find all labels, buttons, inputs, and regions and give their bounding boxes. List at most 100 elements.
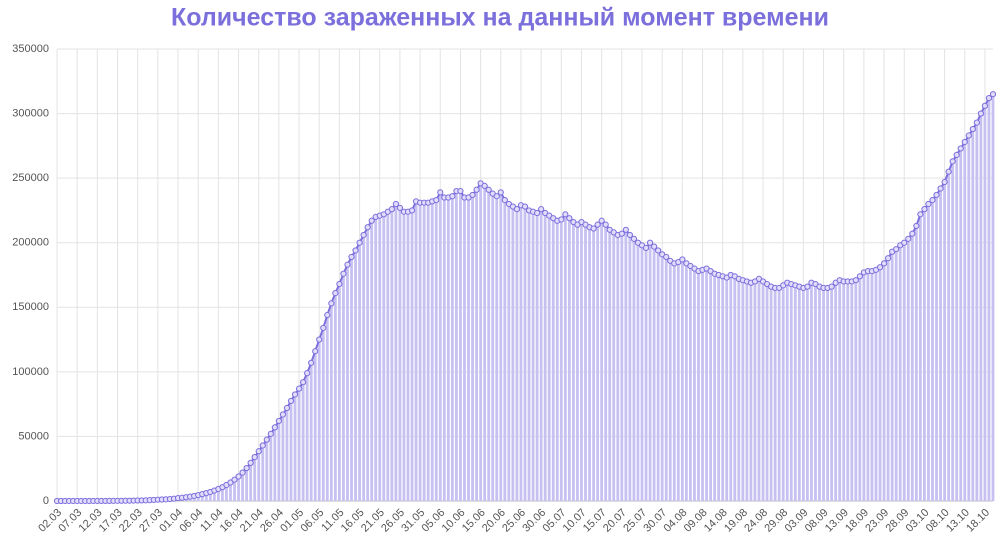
bar: [729, 275, 733, 501]
bar: [628, 234, 632, 502]
point: [287, 397, 295, 405]
bar: [563, 214, 567, 501]
bar: [309, 362, 313, 501]
point: [308, 359, 315, 366]
point: [340, 270, 347, 277]
bar: [963, 141, 967, 502]
bar: [354, 250, 357, 501]
bar: [426, 202, 430, 501]
bar: [580, 222, 583, 501]
bar: [918, 214, 922, 501]
bar: [390, 209, 394, 501]
bar: [301, 382, 305, 501]
bar: [604, 224, 608, 502]
bar: [221, 487, 224, 501]
bar: [216, 488, 220, 501]
bar: [656, 250, 660, 501]
bar: [305, 373, 309, 501]
bar: [810, 282, 813, 501]
bar: [543, 213, 547, 502]
bar: [902, 242, 906, 501]
bar: [547, 215, 551, 501]
bar: [455, 191, 458, 502]
bar: [987, 98, 991, 502]
point: [243, 464, 250, 472]
bar: [507, 203, 511, 501]
point: [566, 215, 573, 222]
point: [901, 239, 908, 246]
bar: [265, 439, 269, 501]
bar: [721, 276, 725, 501]
point: [534, 209, 541, 217]
point: [332, 289, 339, 297]
bar: [527, 210, 531, 501]
point: [235, 473, 242, 480]
bar: [608, 229, 612, 502]
point: [324, 311, 331, 319]
bar: [701, 269, 704, 501]
point: [227, 479, 234, 486]
point: [885, 255, 892, 262]
point: [336, 280, 343, 288]
bar: [854, 280, 858, 501]
bar: [689, 265, 692, 501]
bar: [906, 238, 910, 501]
point: [513, 206, 521, 213]
point: [312, 348, 319, 355]
point: [469, 191, 476, 199]
point: [558, 216, 565, 223]
bar: [769, 286, 773, 501]
bar: [672, 263, 676, 501]
point: [651, 243, 658, 250]
point: [828, 283, 835, 290]
point: [937, 185, 944, 192]
point: [396, 204, 404, 211]
bar: [806, 286, 809, 501]
bar: [830, 286, 834, 501]
bar: [410, 210, 414, 501]
bar: [350, 256, 353, 501]
point: [893, 246, 900, 253]
bar: [931, 200, 934, 501]
point: [433, 196, 440, 204]
bar: [668, 260, 672, 501]
bar: [914, 225, 918, 501]
bar: [269, 433, 273, 501]
bar: [519, 205, 523, 501]
bar: [874, 269, 878, 501]
bar: [971, 129, 975, 501]
bar: [495, 196, 499, 502]
bar: [584, 224, 587, 502]
bar: [713, 273, 717, 501]
bar: [576, 224, 579, 502]
bar: [753, 281, 757, 501]
bar: [342, 273, 345, 501]
bar: [281, 414, 285, 501]
bar: [237, 476, 240, 501]
bar: [624, 229, 628, 502]
point: [909, 230, 916, 237]
bar: [446, 197, 450, 501]
bar: [572, 222, 575, 501]
point: [880, 260, 888, 267]
bar: [818, 286, 821, 501]
bar: [414, 201, 418, 502]
bar: [955, 154, 959, 501]
point: [275, 417, 282, 425]
bar: [789, 284, 793, 501]
point: [876, 264, 884, 271]
point: [344, 261, 351, 268]
point: [497, 189, 504, 196]
bar: [261, 445, 265, 501]
bar: [983, 105, 987, 501]
bar: [208, 491, 212, 501]
point: [917, 211, 924, 218]
point: [989, 91, 997, 98]
bar: [652, 246, 656, 501]
point: [231, 476, 238, 483]
y-tick-label: 100000: [12, 366, 49, 378]
point: [941, 178, 948, 186]
bar: [975, 122, 979, 502]
bar: [204, 493, 208, 501]
bar: [910, 233, 914, 501]
